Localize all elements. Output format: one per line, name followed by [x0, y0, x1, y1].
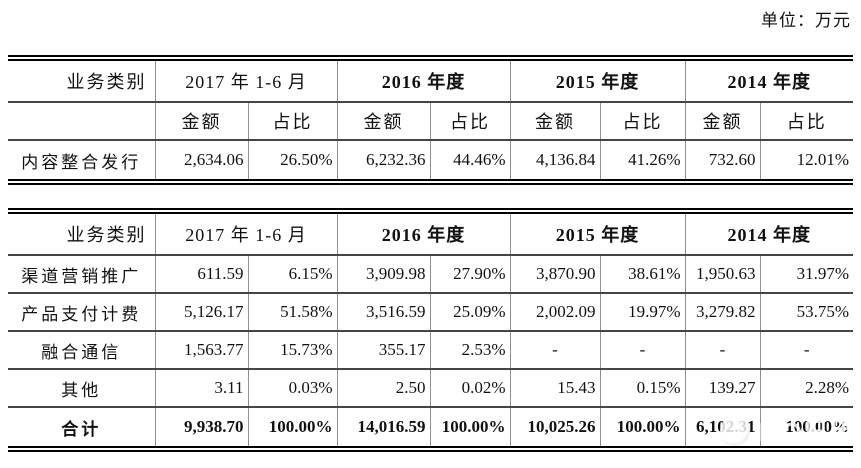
- table-cell: 3,909.98: [336, 254, 431, 293]
- table-cell: 6,232.36: [336, 139, 431, 182]
- table-cell: 1,563.77: [154, 330, 249, 369]
- row-label: 内容整合发行: [8, 139, 156, 182]
- table-cell: 14,016.59: [336, 406, 431, 449]
- unit-label: 单位：万元: [761, 11, 851, 30]
- table-cell: 3,870.90: [509, 254, 601, 293]
- row-label: 合计: [8, 406, 156, 449]
- table1-subheader-ratio: 占比: [429, 101, 511, 140]
- table-cell: 53.75%: [759, 292, 853, 331]
- table-cell: 2.28%: [759, 368, 853, 407]
- table1-subheader-row: 金额 占比 金额 占比 金额 占比 金额 占比: [8, 101, 853, 140]
- table1-subheader-ratio: 占比: [247, 101, 338, 140]
- table-cell: 3,279.82: [684, 292, 761, 331]
- table1-period-2016: 2016 年度: [336, 58, 511, 102]
- table-cell: 0.02%: [429, 368, 511, 407]
- table-cell: 9,938.70: [154, 406, 249, 449]
- table2-period-2015: 2015 年度: [509, 211, 686, 255]
- table-row: 渠道营销推广 611.59 6.15% 3,909.98 27.90% 3,87…: [8, 254, 853, 293]
- table-cell: 355.17: [336, 330, 431, 369]
- table-cell: 3.11: [154, 368, 249, 407]
- table1-header-row: 业务类别 2017 年 1-6 月 2016 年度 2015 年度 2014 年…: [8, 58, 853, 102]
- table-cell: -: [759, 330, 853, 369]
- table1-subheader-ratio: 占比: [759, 101, 853, 140]
- table1-subheader-amount: 金额: [154, 101, 249, 140]
- table-cell: 100.00%: [599, 406, 686, 449]
- table-cell: 100.00%: [247, 406, 338, 449]
- table1-period-2017: 2017 年 1-6 月: [154, 58, 338, 102]
- table-cell: 15.43: [509, 368, 601, 407]
- table1-subheader-amount: 金额: [509, 101, 601, 140]
- table-cell: 5,126.17: [154, 292, 249, 331]
- revenue-table-2: 业务类别 2017 年 1-6 月 2016 年度 2015 年度 2014 年…: [8, 208, 853, 452]
- table-cell: 6.15%: [247, 254, 338, 293]
- table1-subheader-empty: [8, 101, 156, 140]
- table-cell: -: [599, 330, 686, 369]
- table1-subheader-ratio: 占比: [599, 101, 686, 140]
- table-cell: 26.50%: [247, 139, 338, 182]
- table-cell: 10,025.26: [509, 406, 601, 449]
- table-cell: 15.73%: [247, 330, 338, 369]
- table-cell: 31.97%: [759, 254, 853, 293]
- table-cell: 1,950.63: [684, 254, 761, 293]
- revenue-table-1: 业务类别 2017 年 1-6 月 2016 年度 2015 年度 2014 年…: [8, 55, 853, 185]
- row-label: 其他: [8, 368, 156, 407]
- table2-header-row: 业务类别 2017 年 1-6 月 2016 年度 2015 年度 2014 年…: [8, 211, 853, 255]
- row-label: 融合通信: [8, 330, 156, 369]
- table-cell: -: [509, 330, 601, 369]
- table2-period-2017: 2017 年 1-6 月: [154, 211, 338, 255]
- table-cell: 6,102.31: [684, 406, 761, 449]
- table-cell: 51.58%: [247, 292, 338, 331]
- table2-period-2016: 2016 年度: [336, 211, 511, 255]
- table-cell: 2,002.09: [509, 292, 601, 331]
- table-cell: 3,516.59: [336, 292, 431, 331]
- table2-category-header: 业务类别: [8, 211, 156, 255]
- table1-period-2015: 2015 年度: [509, 58, 686, 102]
- table-cell: -: [684, 330, 761, 369]
- table2-period-2014: 2014 年度: [684, 211, 853, 255]
- table-cell: 611.59: [154, 254, 249, 293]
- table-row: 产品支付计费 5,126.17 51.58% 3,516.59 25.09% 2…: [8, 292, 853, 331]
- table-row: 其他 3.11 0.03% 2.50 0.02% 15.43 0.15% 139…: [8, 368, 853, 407]
- table-total-row: 合计 9,938.70 100.00% 14,016.59 100.00% 10…: [8, 406, 853, 449]
- table-row: 融合通信 1,563.77 15.73% 355.17 2.53% - - - …: [8, 330, 853, 369]
- table1-category-header: 业务类别: [8, 58, 156, 102]
- table-cell: 41.26%: [599, 139, 686, 182]
- table-cell: 44.46%: [429, 139, 511, 182]
- table-cell: 25.09%: [429, 292, 511, 331]
- table-row: 内容整合发行 2,634.06 26.50% 6,232.36 44.46% 4…: [8, 139, 853, 182]
- table-cell: 732.60: [684, 139, 761, 182]
- table1-period-2014: 2014 年度: [684, 58, 853, 102]
- table-cell: 38.61%: [599, 254, 686, 293]
- table-cell: 0.15%: [599, 368, 686, 407]
- table-cell: 12.01%: [759, 139, 853, 182]
- table-cell: 2.50: [336, 368, 431, 407]
- table-cell: 19.97%: [599, 292, 686, 331]
- table1-subheader-amount: 金额: [336, 101, 431, 140]
- table-cell: 100.00%: [759, 406, 853, 449]
- table-cell: 4,136.84: [509, 139, 601, 182]
- table-cell: 100.00%: [429, 406, 511, 449]
- row-label: 产品支付计费: [8, 292, 156, 331]
- table-cell: 27.90%: [429, 254, 511, 293]
- row-label: 渠道营销推广: [8, 254, 156, 293]
- table-cell: 2.53%: [429, 330, 511, 369]
- table-cell: 0.03%: [247, 368, 338, 407]
- table-cell: 139.27: [684, 368, 761, 407]
- table1-subheader-amount: 金额: [684, 101, 761, 140]
- table-cell: 2,634.06: [154, 139, 249, 182]
